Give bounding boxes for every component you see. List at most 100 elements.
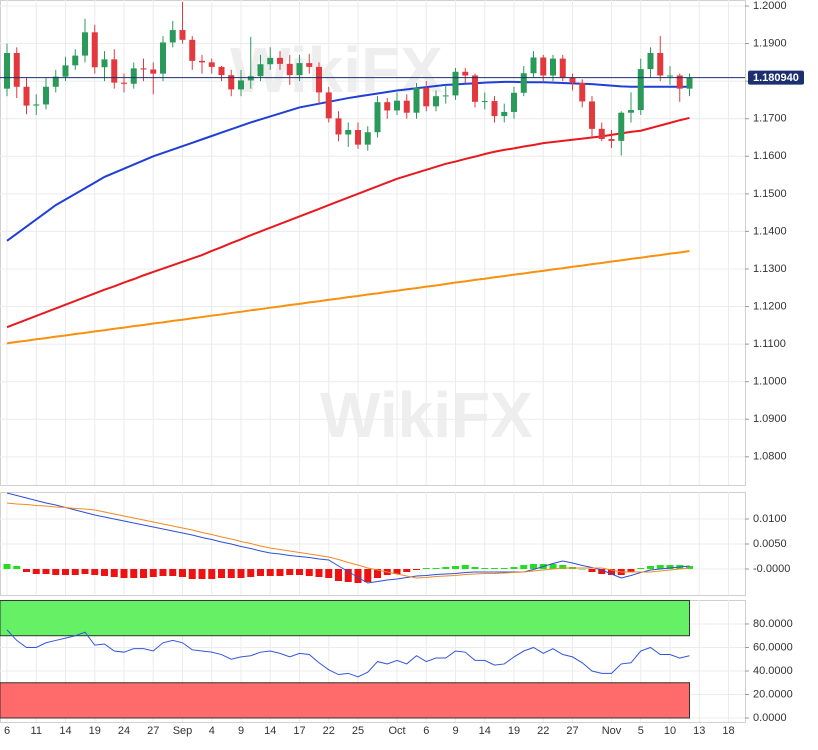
x-tick-label: 17 [293, 725, 305, 737]
candle-body [364, 132, 371, 145]
oversold-zone [0, 682, 690, 719]
line [6, 502, 690, 579]
histogram-bar [179, 569, 186, 577]
candle-body [676, 75, 683, 89]
candle-body [598, 128, 605, 140]
histogram-bar [666, 565, 674, 569]
candle-body [374, 102, 381, 133]
histogram-bar [647, 566, 654, 569]
candle-body [442, 95, 449, 97]
candle-body [189, 39, 196, 61]
histogram-bar [588, 569, 596, 572]
candle-body [160, 42, 166, 74]
histogram-bar [296, 569, 303, 575]
candle-body [345, 129, 352, 135]
candle-body [579, 83, 586, 102]
histogram-bar [403, 569, 411, 572]
histogram-bar [276, 569, 284, 576]
histogram-bar [198, 569, 206, 579]
candle-body [306, 63, 313, 67]
histogram-bar [491, 568, 498, 569]
candle-body [628, 110, 634, 113]
x-tick-label: 4 [209, 725, 215, 737]
x-tick-label: 14 [59, 725, 71, 737]
x-tick-label: 19 [89, 725, 101, 737]
histogram-bar [130, 569, 138, 578]
histogram-bar [510, 567, 518, 569]
overbought-zone [0, 599, 690, 637]
candle-body [394, 100, 400, 111]
candle-body [33, 104, 40, 106]
candle-body [286, 63, 293, 76]
last-price-label: 1.180940 [753, 72, 799, 84]
histogram-bar [315, 569, 323, 577]
histogram-bar [549, 564, 557, 569]
histogram-bar [81, 569, 89, 574]
y-tick-label: 1.1100 [753, 338, 786, 350]
histogram-bar [471, 567, 479, 569]
x-tick-label: 9 [238, 725, 244, 737]
x-tick-label: 27 [147, 725, 159, 737]
histogram-bar [656, 565, 664, 569]
candle-body [72, 55, 79, 66]
candle-body [325, 92, 332, 119]
candle-body [316, 66, 322, 93]
candle-body [218, 66, 225, 76]
histogram-bar [266, 569, 274, 576]
candle-body [82, 32, 88, 56]
histogram-bar [169, 569, 177, 576]
candle-body [403, 100, 410, 113]
candle-body [296, 63, 303, 76]
y-tick-label: -0.0000 [753, 563, 790, 575]
candle-body [520, 73, 527, 93]
x-tick-label: 10 [664, 725, 676, 737]
histogram-bar [208, 569, 216, 579]
y-tick-label: 1.1000 [753, 376, 787, 388]
candle-body [208, 62, 215, 67]
histogram-bar [140, 569, 147, 578]
candle-body [335, 118, 342, 135]
histogram-bar [227, 569, 235, 578]
histogram-bar [559, 565, 567, 569]
y-tick-label: 1.1400 [753, 225, 787, 237]
histogram-bar [520, 565, 528, 569]
y-tick-label: 1.0900 [753, 413, 787, 425]
candle-body [618, 112, 625, 141]
y-tick-label: 1.1200 [753, 300, 787, 312]
histogram-bar [305, 569, 313, 576]
histogram-bar [344, 569, 352, 582]
histogram-bar [13, 566, 21, 569]
histogram-bar [530, 564, 537, 569]
y-tick-label: 1.1700 [753, 113, 787, 125]
candle-body [238, 80, 244, 90]
candle-body [130, 68, 137, 84]
candle-body [111, 59, 118, 83]
line [6, 492, 690, 584]
candle-body [550, 58, 556, 76]
histogram-bar [413, 569, 420, 570]
x-tick-label: 14 [264, 725, 276, 737]
y-tick-label: 1.0800 [753, 451, 787, 463]
histogram-bar [120, 569, 128, 578]
candle-body [267, 57, 274, 65]
histogram-bar [461, 565, 469, 569]
y-tick-label: 0.0000 [753, 712, 787, 724]
histogram-bar [42, 569, 50, 574]
candle-body [257, 64, 264, 77]
candle-body [52, 76, 59, 87]
candle-body [540, 57, 547, 76]
x-tick-label: Sep [173, 725, 193, 737]
x-tick-label: 9 [452, 725, 458, 737]
x-tick-label: 18 [722, 725, 734, 737]
histogram-bar [237, 569, 245, 578]
histogram-bar [159, 569, 167, 576]
candle-body [23, 86, 30, 106]
candle-body [169, 30, 176, 43]
histogram-bar [442, 567, 450, 569]
candle-body [62, 65, 69, 77]
candle-body [277, 57, 283, 64]
candle-body [140, 68, 147, 70]
line [6, 249, 690, 345]
candle-body [472, 75, 478, 102]
